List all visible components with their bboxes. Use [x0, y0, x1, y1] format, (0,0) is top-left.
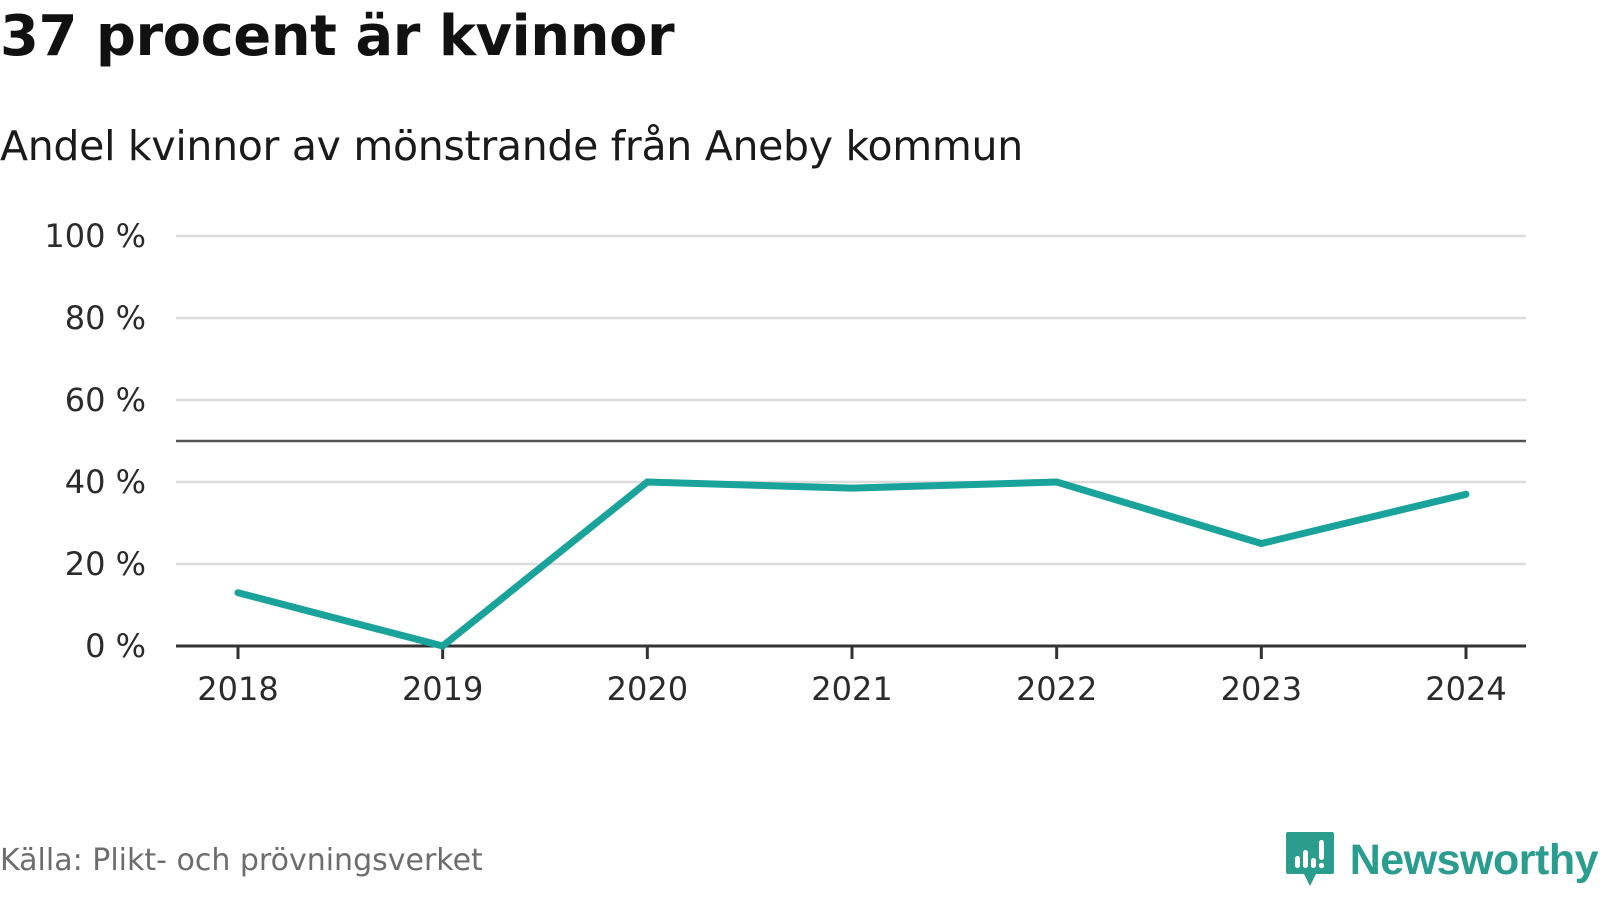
- data-point-2019: [439, 642, 447, 650]
- y-tick-label: 100 %: [44, 217, 146, 255]
- source-note: Källa: Plikt- och prövningsverket: [0, 843, 483, 878]
- y-tick-label: 60 %: [65, 381, 146, 419]
- data-point-2023: [1257, 540, 1265, 547]
- chart-subtitle: Andel kvinnor av mönstrande från Aneby k…: [0, 122, 1023, 170]
- x-tick-label: 2018: [197, 670, 278, 708]
- brand-name: Newsworthy: [1349, 835, 1599, 884]
- x-tick-label: 2022: [1016, 670, 1097, 708]
- data-point-2024: [1462, 490, 1470, 498]
- y-tick-label: 80 %: [65, 299, 146, 337]
- chart-title: 37 procent är kvinnor: [0, 4, 675, 69]
- x-tick-label: 2021: [811, 670, 892, 708]
- data-point-2018: [234, 589, 242, 597]
- y-tick-label: 0 %: [85, 627, 146, 665]
- data-point-2020: [643, 478, 651, 486]
- x-tick-label: 2020: [607, 670, 688, 708]
- line-chart: 0 % 20 % 40 % 60 % 80 % 100 % 2018 2019 2020 2021…: [44, 217, 1526, 708]
- brand-logo: Newsworthy: [1284, 830, 1599, 890]
- newsworthy-logo-icon: [1285, 832, 1334, 886]
- y-tick-label: 20 %: [65, 545, 146, 583]
- x-tick-label: 2019: [402, 670, 483, 708]
- data-point-2021: [848, 484, 856, 492]
- y-tick-label: 40 %: [65, 463, 146, 501]
- x-tick-label: 2023: [1221, 670, 1302, 708]
- data-point-2022: [1053, 478, 1061, 486]
- x-tick-label: 2024: [1425, 670, 1506, 708]
